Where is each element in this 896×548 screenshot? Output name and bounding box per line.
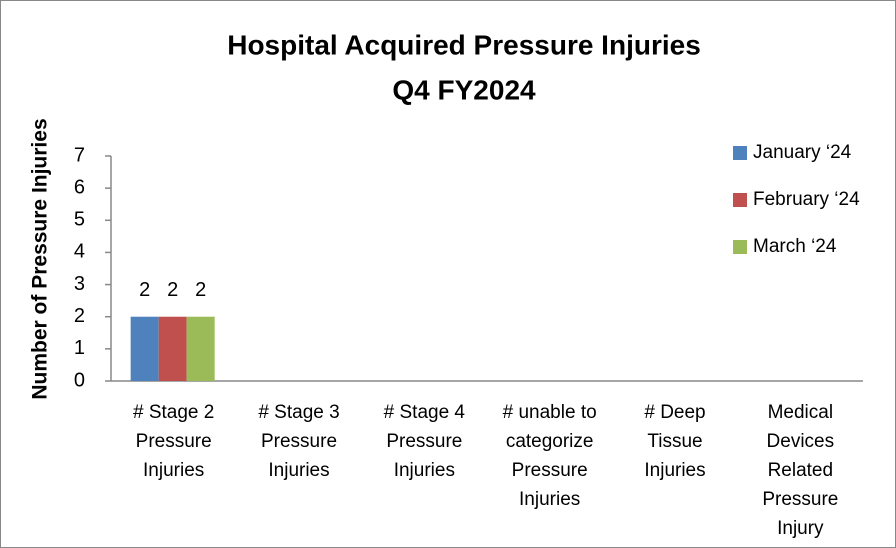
bar bbox=[158, 316, 187, 381]
y-tick-label: 4 bbox=[74, 241, 85, 263]
x-tick-label: # Stage 4 Pressure Injuries bbox=[383, 402, 465, 481]
y-axis-label: Number of Pressure Injuries bbox=[29, 118, 52, 399]
legend-swatch bbox=[733, 240, 747, 254]
y-tick-label: 2 bbox=[74, 305, 85, 327]
data-label: 2 bbox=[195, 279, 206, 301]
x-tick-label: # Stage 3 Pressure Injuries bbox=[258, 402, 340, 481]
chart-title: Hospital Acquired Pressure Injuries bbox=[227, 29, 701, 60]
legend-swatch bbox=[733, 193, 747, 207]
x-tick-label: Medical Devices Related Pressure Injury bbox=[762, 402, 839, 539]
y-tick-label: 5 bbox=[74, 209, 85, 231]
bar bbox=[186, 316, 215, 381]
x-tick-label: # Deep Tissue Injuries bbox=[644, 402, 706, 481]
x-tick-label: # unable to categorize Pressure Injuries bbox=[502, 402, 597, 510]
legend-label: March ‘24 bbox=[753, 236, 837, 257]
legend-swatch bbox=[733, 146, 747, 160]
y-tick-label: 0 bbox=[74, 369, 85, 391]
y-tick-label: 1 bbox=[74, 337, 85, 359]
chart-subtitle: Q4 FY2024 bbox=[392, 74, 536, 105]
bar bbox=[130, 316, 159, 381]
x-tick-label: # Stage 2 Pressure Injuries bbox=[132, 402, 215, 481]
y-tick-label: 6 bbox=[74, 176, 85, 198]
legend-label: February ‘24 bbox=[753, 189, 860, 210]
y-tick-label: 3 bbox=[74, 273, 85, 295]
data-label: 2 bbox=[139, 279, 150, 301]
data-label: 2 bbox=[167, 279, 178, 301]
y-tick-label: 7 bbox=[74, 144, 85, 166]
legend-label: January ‘24 bbox=[753, 142, 852, 163]
